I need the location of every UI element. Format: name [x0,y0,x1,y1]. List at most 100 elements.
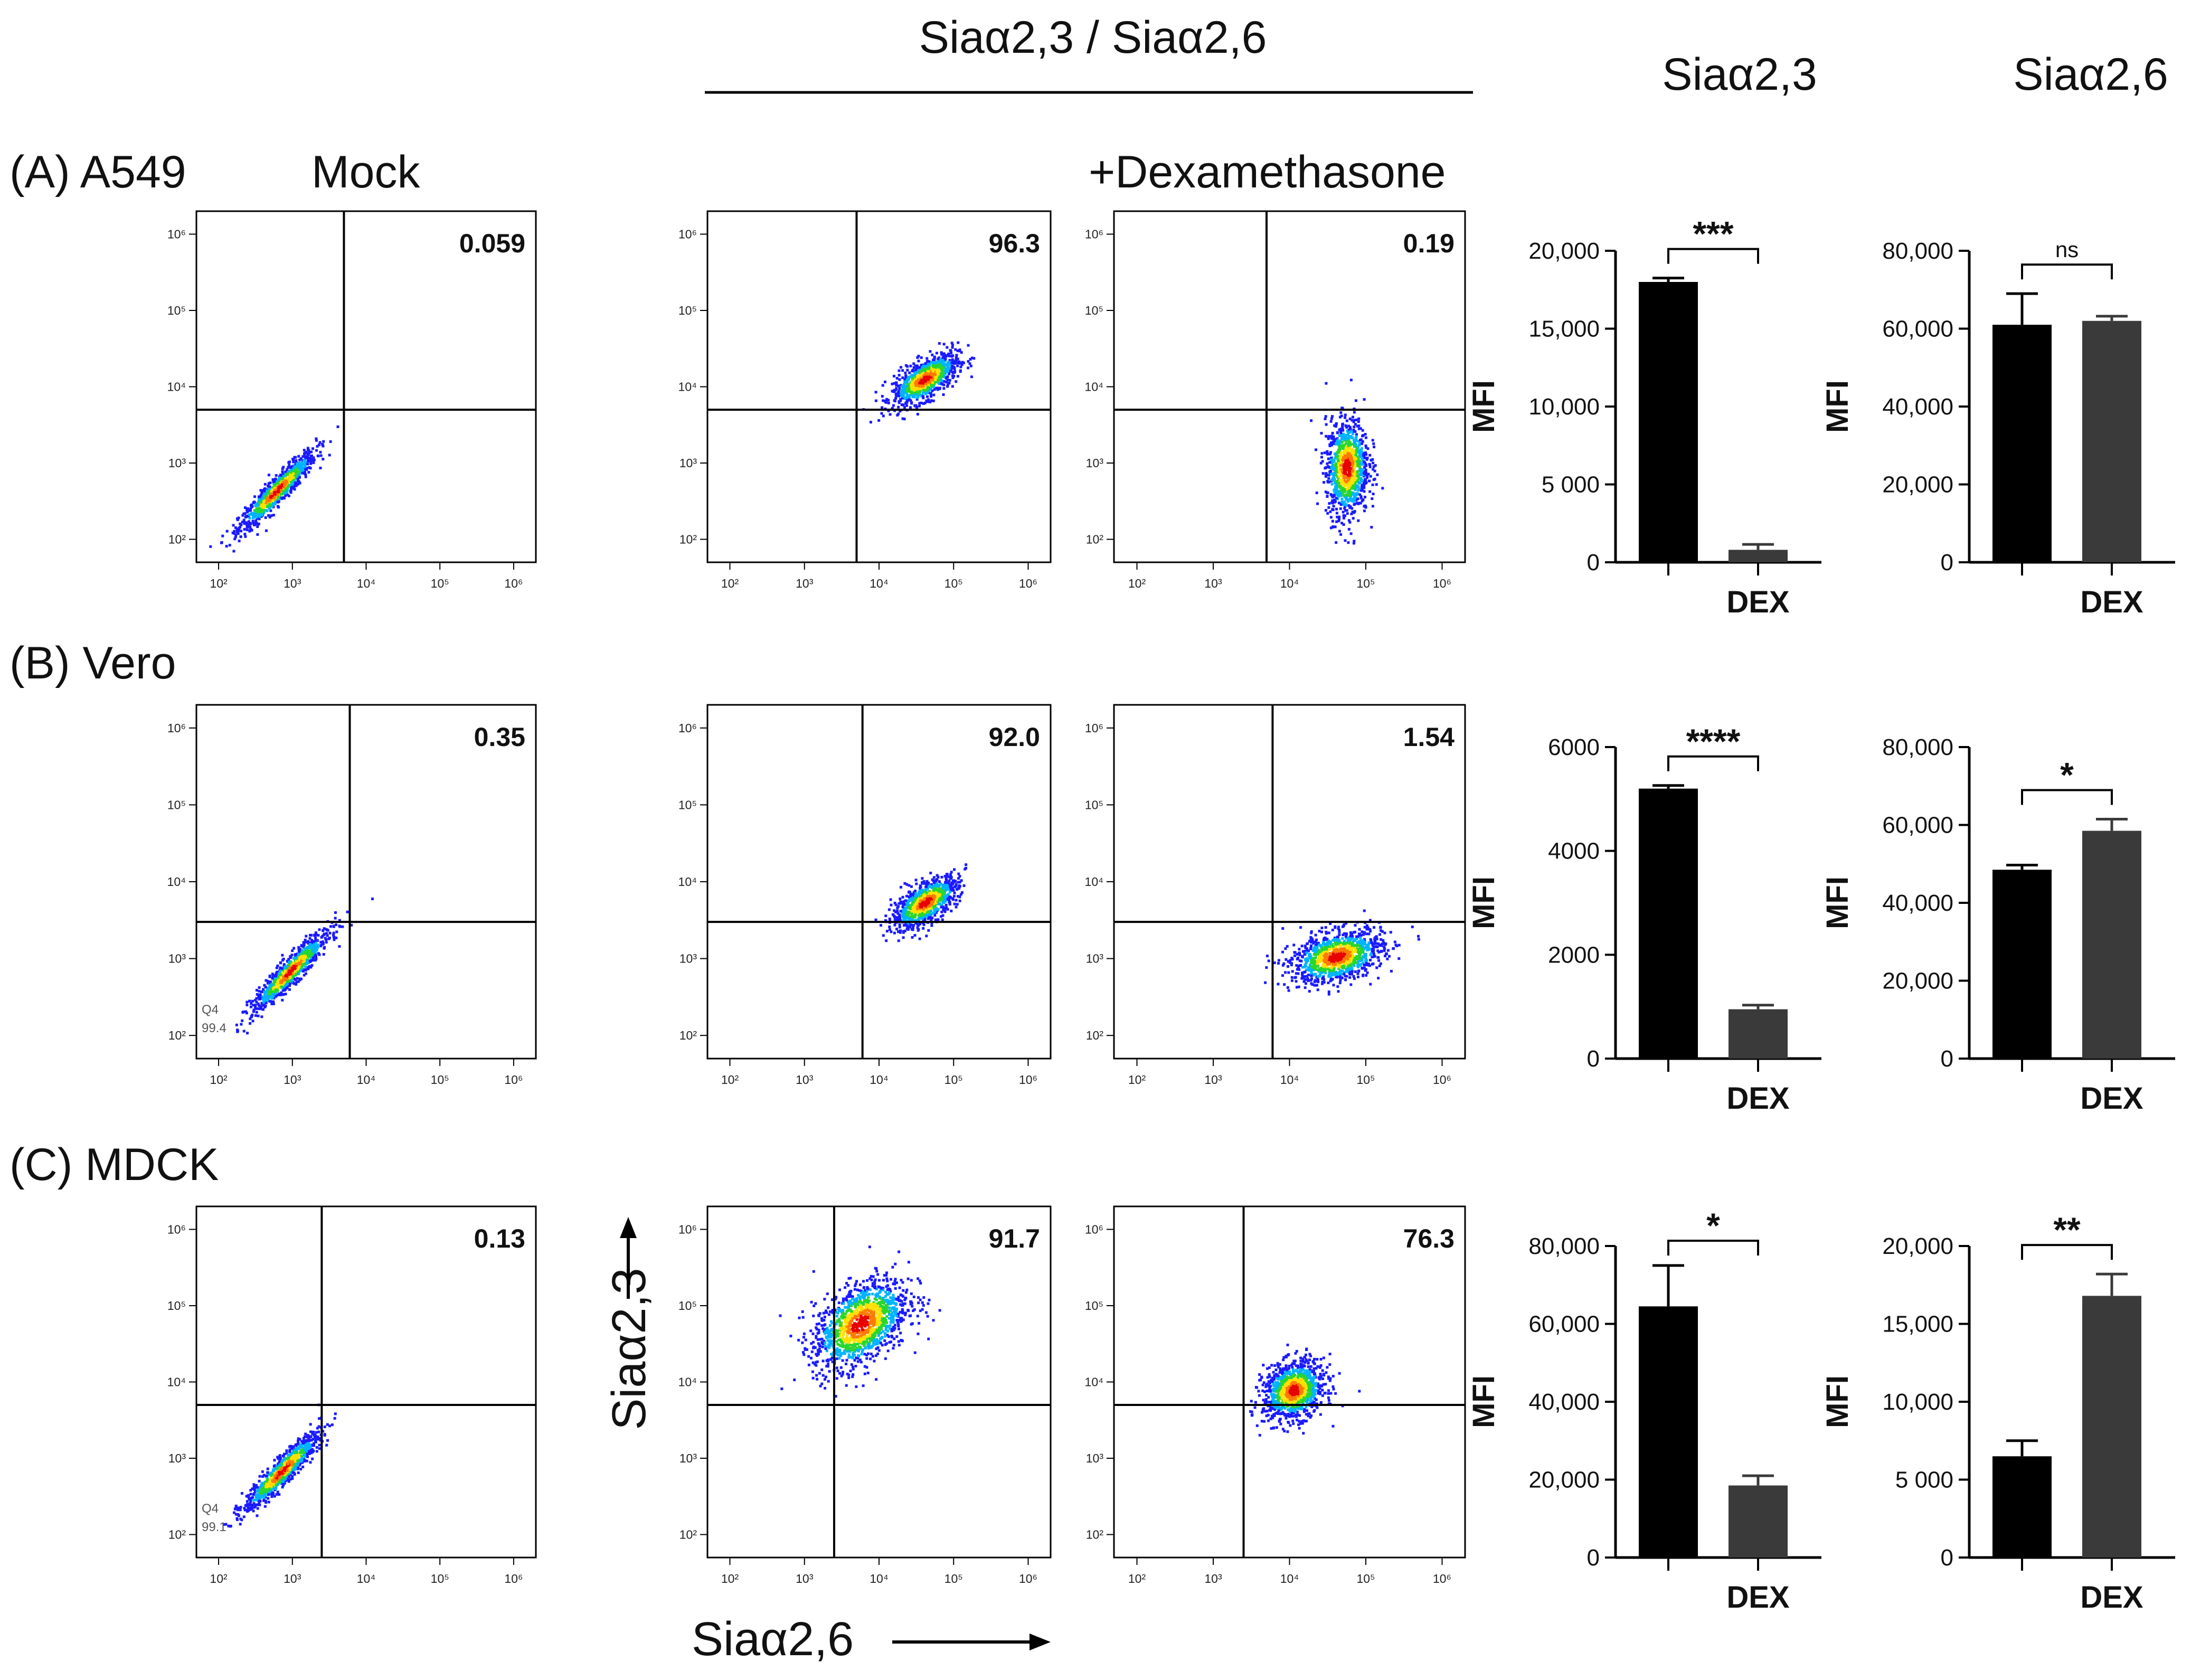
event-dot [1347,441,1350,444]
event-dot [1347,424,1350,428]
event-dot [946,875,949,878]
event-dot [252,522,256,525]
event-dot [1361,442,1364,445]
event-dot [1327,435,1330,438]
event-dot [277,489,280,492]
event-dot [918,898,921,901]
event-dot [898,401,901,404]
event-dot [281,959,284,962]
event-dot [1350,430,1353,433]
event-dot [892,404,895,407]
event-dot [1326,465,1329,468]
event-dot [927,383,930,386]
event-dot [944,358,947,361]
event-dot [264,516,267,519]
event-dot [288,460,291,464]
event-dot [903,913,906,916]
event-dot [1375,935,1378,938]
event-dot [1352,492,1355,495]
event-dot [1366,457,1369,460]
event-dot [1329,472,1333,475]
event-dot [258,506,261,509]
event-dot [911,917,914,920]
event-dot [904,371,907,374]
event-dot [938,880,941,883]
event-dot [1340,957,1344,960]
event-dot [911,903,914,906]
event-dot [251,999,254,1003]
event-dot [896,912,900,915]
x-tick-label: 10³ [1204,577,1222,590]
event-dot [920,896,923,900]
event-dot [1340,522,1344,525]
event-dot [1315,953,1318,956]
event-dot [1336,515,1339,518]
event-dot [1335,464,1338,467]
event-dot [278,485,281,488]
event-dot [289,489,292,493]
event-dot [919,375,922,378]
event-dot [1320,456,1323,459]
event-dot [282,497,286,500]
event-dot [889,898,892,901]
event-dot [1353,930,1356,933]
event-dot [272,480,275,483]
event-dot [287,484,290,487]
event-dot [1312,968,1316,971]
event-dot [1354,423,1357,426]
event-dot [285,490,288,493]
event-dot [254,1007,257,1011]
event-dot [282,978,286,981]
event-dot [918,366,921,369]
event-dot [935,898,938,901]
event-dot [287,958,290,961]
event-dot [959,365,962,369]
event-dot [1335,492,1338,495]
y-tick-label: 10⁶ [678,227,697,241]
event-dot [292,483,295,486]
event-dot [1350,498,1354,502]
event-dot [1361,487,1364,490]
event-dot [887,399,890,402]
event-dot [304,955,307,958]
event-dot [958,881,961,884]
event-dot [301,957,304,960]
row-label-vero: (B) Vero [10,638,176,688]
event-dot [962,884,966,888]
event-dot [1314,448,1317,451]
event-dot [907,383,910,386]
event-dot [1355,449,1358,452]
event-dot [1346,512,1349,515]
y-tick-label: 10² [679,533,697,546]
event-dot [951,374,954,377]
event-dot [1353,509,1356,513]
event-dot [1336,439,1339,442]
event-dot [1328,461,1331,464]
event-dot [911,915,914,919]
event-dot [285,481,288,484]
event-dot [1343,490,1346,494]
event-dot [1364,436,1367,439]
event-dot [282,492,286,495]
event-dot [314,931,317,935]
event-dot [1339,411,1343,414]
event-dot [280,477,284,480]
event-dot [1349,427,1352,430]
event-dot [270,514,273,517]
event-dot [948,875,951,879]
event-dot [922,923,925,926]
event-dot [912,892,915,895]
event-dot [302,941,305,944]
event-dot [1329,526,1333,530]
event-dot [1334,525,1337,528]
event-dot [933,895,937,898]
event-dot [241,1011,244,1014]
event-dot [916,893,919,896]
event-dot [283,988,286,991]
event-dot [936,372,939,375]
event-dot [1335,479,1338,483]
event-dot [329,440,332,443]
event-dot [928,363,931,366]
event-dot [911,395,914,399]
event-dot [1350,419,1354,422]
